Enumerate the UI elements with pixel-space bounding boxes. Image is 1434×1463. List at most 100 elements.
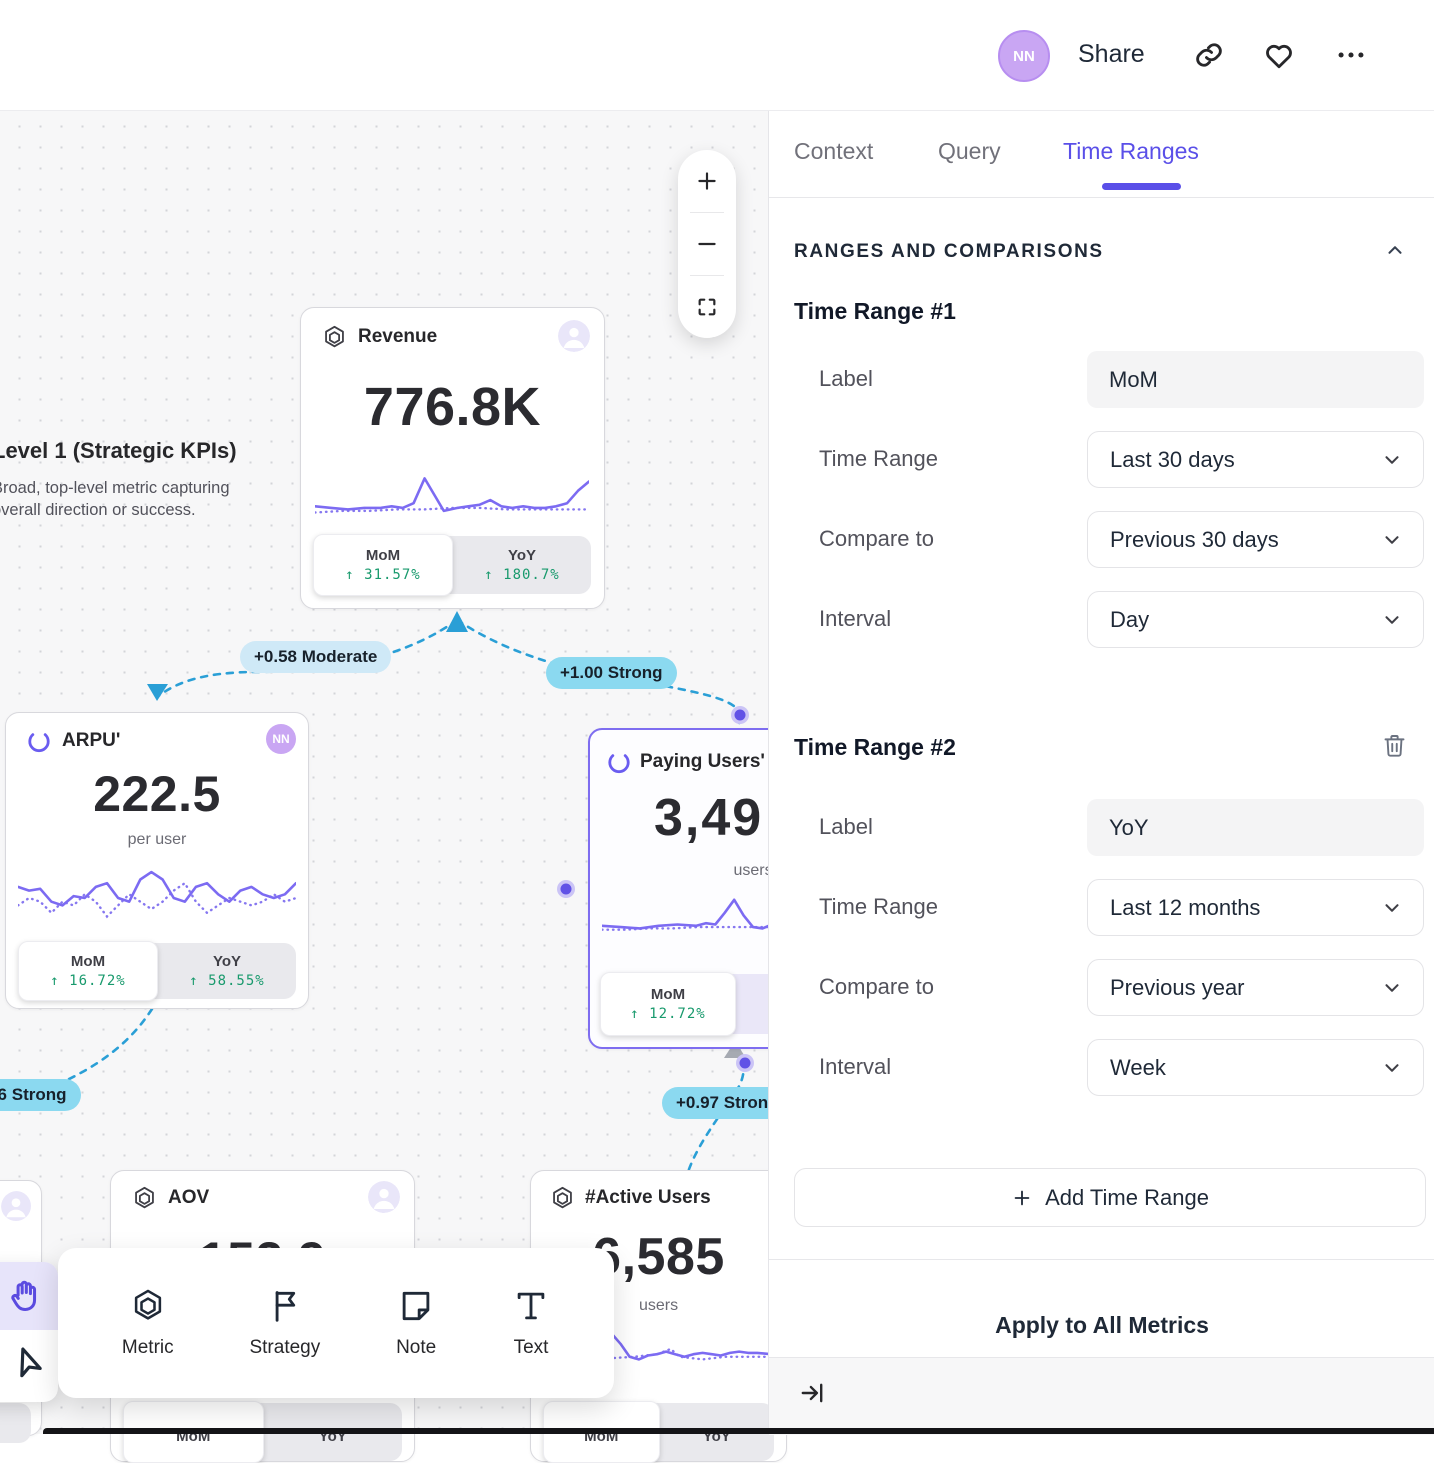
metric-hexagon-icon xyxy=(135,1186,154,1209)
tool-strip xyxy=(0,1262,58,1402)
apply-all-metrics-button[interactable]: Apply to All Metrics xyxy=(995,1312,1209,1338)
sparkline xyxy=(315,466,589,528)
label-input[interactable]: MoM xyxy=(1087,351,1424,408)
tab-time-ranges[interactable]: Time Ranges xyxy=(1063,138,1199,164)
field-caption: Compare to xyxy=(819,526,934,551)
label-input[interactable]: YoY xyxy=(1087,799,1424,856)
pan-tool[interactable] xyxy=(0,1262,58,1330)
tab-context[interactable]: Context xyxy=(794,138,874,164)
avatar-placeholder xyxy=(1,1191,33,1223)
select-value: Last 30 days xyxy=(1110,446,1235,472)
chip-label: MoM xyxy=(365,547,401,564)
tool-label: Metric xyxy=(121,1337,174,1358)
metric-unit: users xyxy=(638,1297,679,1314)
share-button[interactable]: Share xyxy=(1078,40,1145,68)
correlation-label: +1.00 Strong xyxy=(560,663,663,682)
correlation-badge[interactable]: +1.00 Strong xyxy=(546,657,677,689)
tab-query[interactable]: Query xyxy=(938,138,1001,164)
divider xyxy=(690,212,724,213)
add-time-range-button[interactable]: Add Time Range xyxy=(794,1168,1426,1227)
interval-select[interactable]: Day xyxy=(1087,591,1424,648)
select-value: Day xyxy=(1110,606,1150,632)
chip-yoy[interactable]: YoY ↑ 58.55% xyxy=(158,943,296,999)
avatar: NN xyxy=(266,724,296,754)
chip-delta: ↑ 12.72% xyxy=(630,1006,706,1022)
chevron-up-icon[interactable] xyxy=(1384,239,1406,261)
add-note-tool[interactable]: Note xyxy=(396,1287,436,1359)
settings-panel: Context Query Time Ranges RANGES AND COM… xyxy=(768,110,1434,1435)
zoom-out-button[interactable] xyxy=(678,213,736,275)
more-options-icon[interactable] xyxy=(1334,38,1368,72)
compare-to-select[interactable]: Previous year xyxy=(1087,959,1424,1016)
metric-card-arpu[interactable]: ARPU' NN 222.5 per user MoM ↑ 16.72% YoY… xyxy=(5,712,309,1009)
cursor-icon xyxy=(20,1347,42,1378)
tool-label: Text xyxy=(513,1337,549,1358)
field-caption: Time Range xyxy=(819,894,939,919)
chip-label: YoY xyxy=(507,547,537,564)
time-range-1-title: Time Range #1 xyxy=(794,298,956,324)
chip-delta: ↑ 180.7% xyxy=(484,567,560,583)
chevron-down-icon xyxy=(1385,903,1399,912)
time-range-chips: MoM ↑ 16.72% YoY ↑ 58.55% xyxy=(18,941,296,1001)
chip-label: YoY xyxy=(212,953,242,970)
group-note-title: Level 1 (Strategic KPIs) xyxy=(0,438,237,463)
chip-delta: ↑ 31.57% xyxy=(345,567,421,583)
select-value: Previous year xyxy=(1110,974,1245,1000)
time-range-select[interactable]: Last 12 months xyxy=(1087,879,1424,936)
card-title: Revenue xyxy=(358,326,438,347)
add-strategy-tool[interactable]: Strategy xyxy=(249,1287,320,1359)
plus-icon xyxy=(1014,1190,1030,1205)
trash-icon[interactable] xyxy=(1381,730,1408,760)
user-avatar[interactable]: NN xyxy=(998,30,1050,82)
select-value: Last 12 months xyxy=(1110,894,1261,920)
label-input-value: YoY xyxy=(1109,814,1149,840)
interval-select[interactable]: Week xyxy=(1087,1039,1424,1096)
metric-unit: users xyxy=(733,862,773,879)
avatar-placeholder xyxy=(368,1181,400,1213)
zoom-controls xyxy=(678,150,736,338)
card-title: #Active Users xyxy=(585,1187,711,1208)
time-range-select[interactable]: Last 30 days xyxy=(1087,431,1424,488)
metric-hexagon-icon xyxy=(553,1186,572,1209)
metric-unit: per user xyxy=(127,831,187,848)
chip-delta: ↑ 16.72% xyxy=(50,973,126,989)
add-text-tool[interactable]: Text xyxy=(512,1287,550,1359)
select-tool[interactable] xyxy=(0,1330,58,1402)
minus-icon xyxy=(698,242,716,246)
field-caption: Compare to xyxy=(819,974,934,999)
text-icon xyxy=(517,1292,545,1320)
link-icon[interactable] xyxy=(1192,38,1226,72)
chip-mom[interactable]: MoM ↑ 16.72% xyxy=(18,941,158,1001)
collapse-panel-icon[interactable] xyxy=(799,1380,825,1406)
divider xyxy=(769,1259,1434,1260)
select-value: Previous 30 days xyxy=(1110,526,1279,552)
correlation-label: +0.58 Moderate xyxy=(254,647,378,666)
metric-hexagon-icon xyxy=(134,1289,161,1320)
chip-yoy[interactable]: YoY ↑ 180.7% xyxy=(453,536,591,594)
card-title: Paying Users' xyxy=(640,751,765,772)
group-note: Level 1 (Strategic KPIs) Broad, top-leve… xyxy=(0,438,242,522)
field-caption: Label xyxy=(819,814,873,839)
plus-icon xyxy=(698,172,716,190)
divider xyxy=(690,275,724,276)
window-bottom-edge xyxy=(43,1428,1434,1434)
zoom-in-button[interactable] xyxy=(678,150,736,212)
metric-value: 6,585 xyxy=(592,1228,725,1286)
note-icon xyxy=(402,1291,430,1321)
compare-to-select[interactable]: Previous 30 days xyxy=(1087,511,1424,568)
field-caption: Time Range xyxy=(819,446,939,471)
time-range-chips: MoM ↑ 12.72% xyxy=(600,972,840,1036)
favorite-heart-icon[interactable] xyxy=(1262,38,1296,72)
fullscreen-icon xyxy=(698,298,716,316)
chip-mom[interactable]: MoM ↑ 12.72% xyxy=(600,972,736,1036)
correlation-badge[interactable]: +0.58 Moderate xyxy=(240,641,392,673)
metric-card-revenue[interactable]: Revenue 776.8K MoM ↑ 31.57% YoY ↑ 180.7% xyxy=(300,307,605,609)
metric-hexagon-icon xyxy=(325,325,344,348)
chip-mom[interactable]: MoM ↑ 31.57% xyxy=(313,534,453,596)
fit-view-button[interactable] xyxy=(678,276,736,338)
correlation-label: +0.66 Strong xyxy=(0,1085,67,1104)
time-range-chips: MoM ↑ 31.57% YoY ↑ 180.7% xyxy=(313,534,591,596)
add-metric-tool[interactable]: Metric xyxy=(122,1287,174,1359)
section-header: RANGES AND COMPARISONS xyxy=(794,241,1104,262)
correlation-badge[interactable]: +0.66 Strong xyxy=(0,1079,81,1111)
